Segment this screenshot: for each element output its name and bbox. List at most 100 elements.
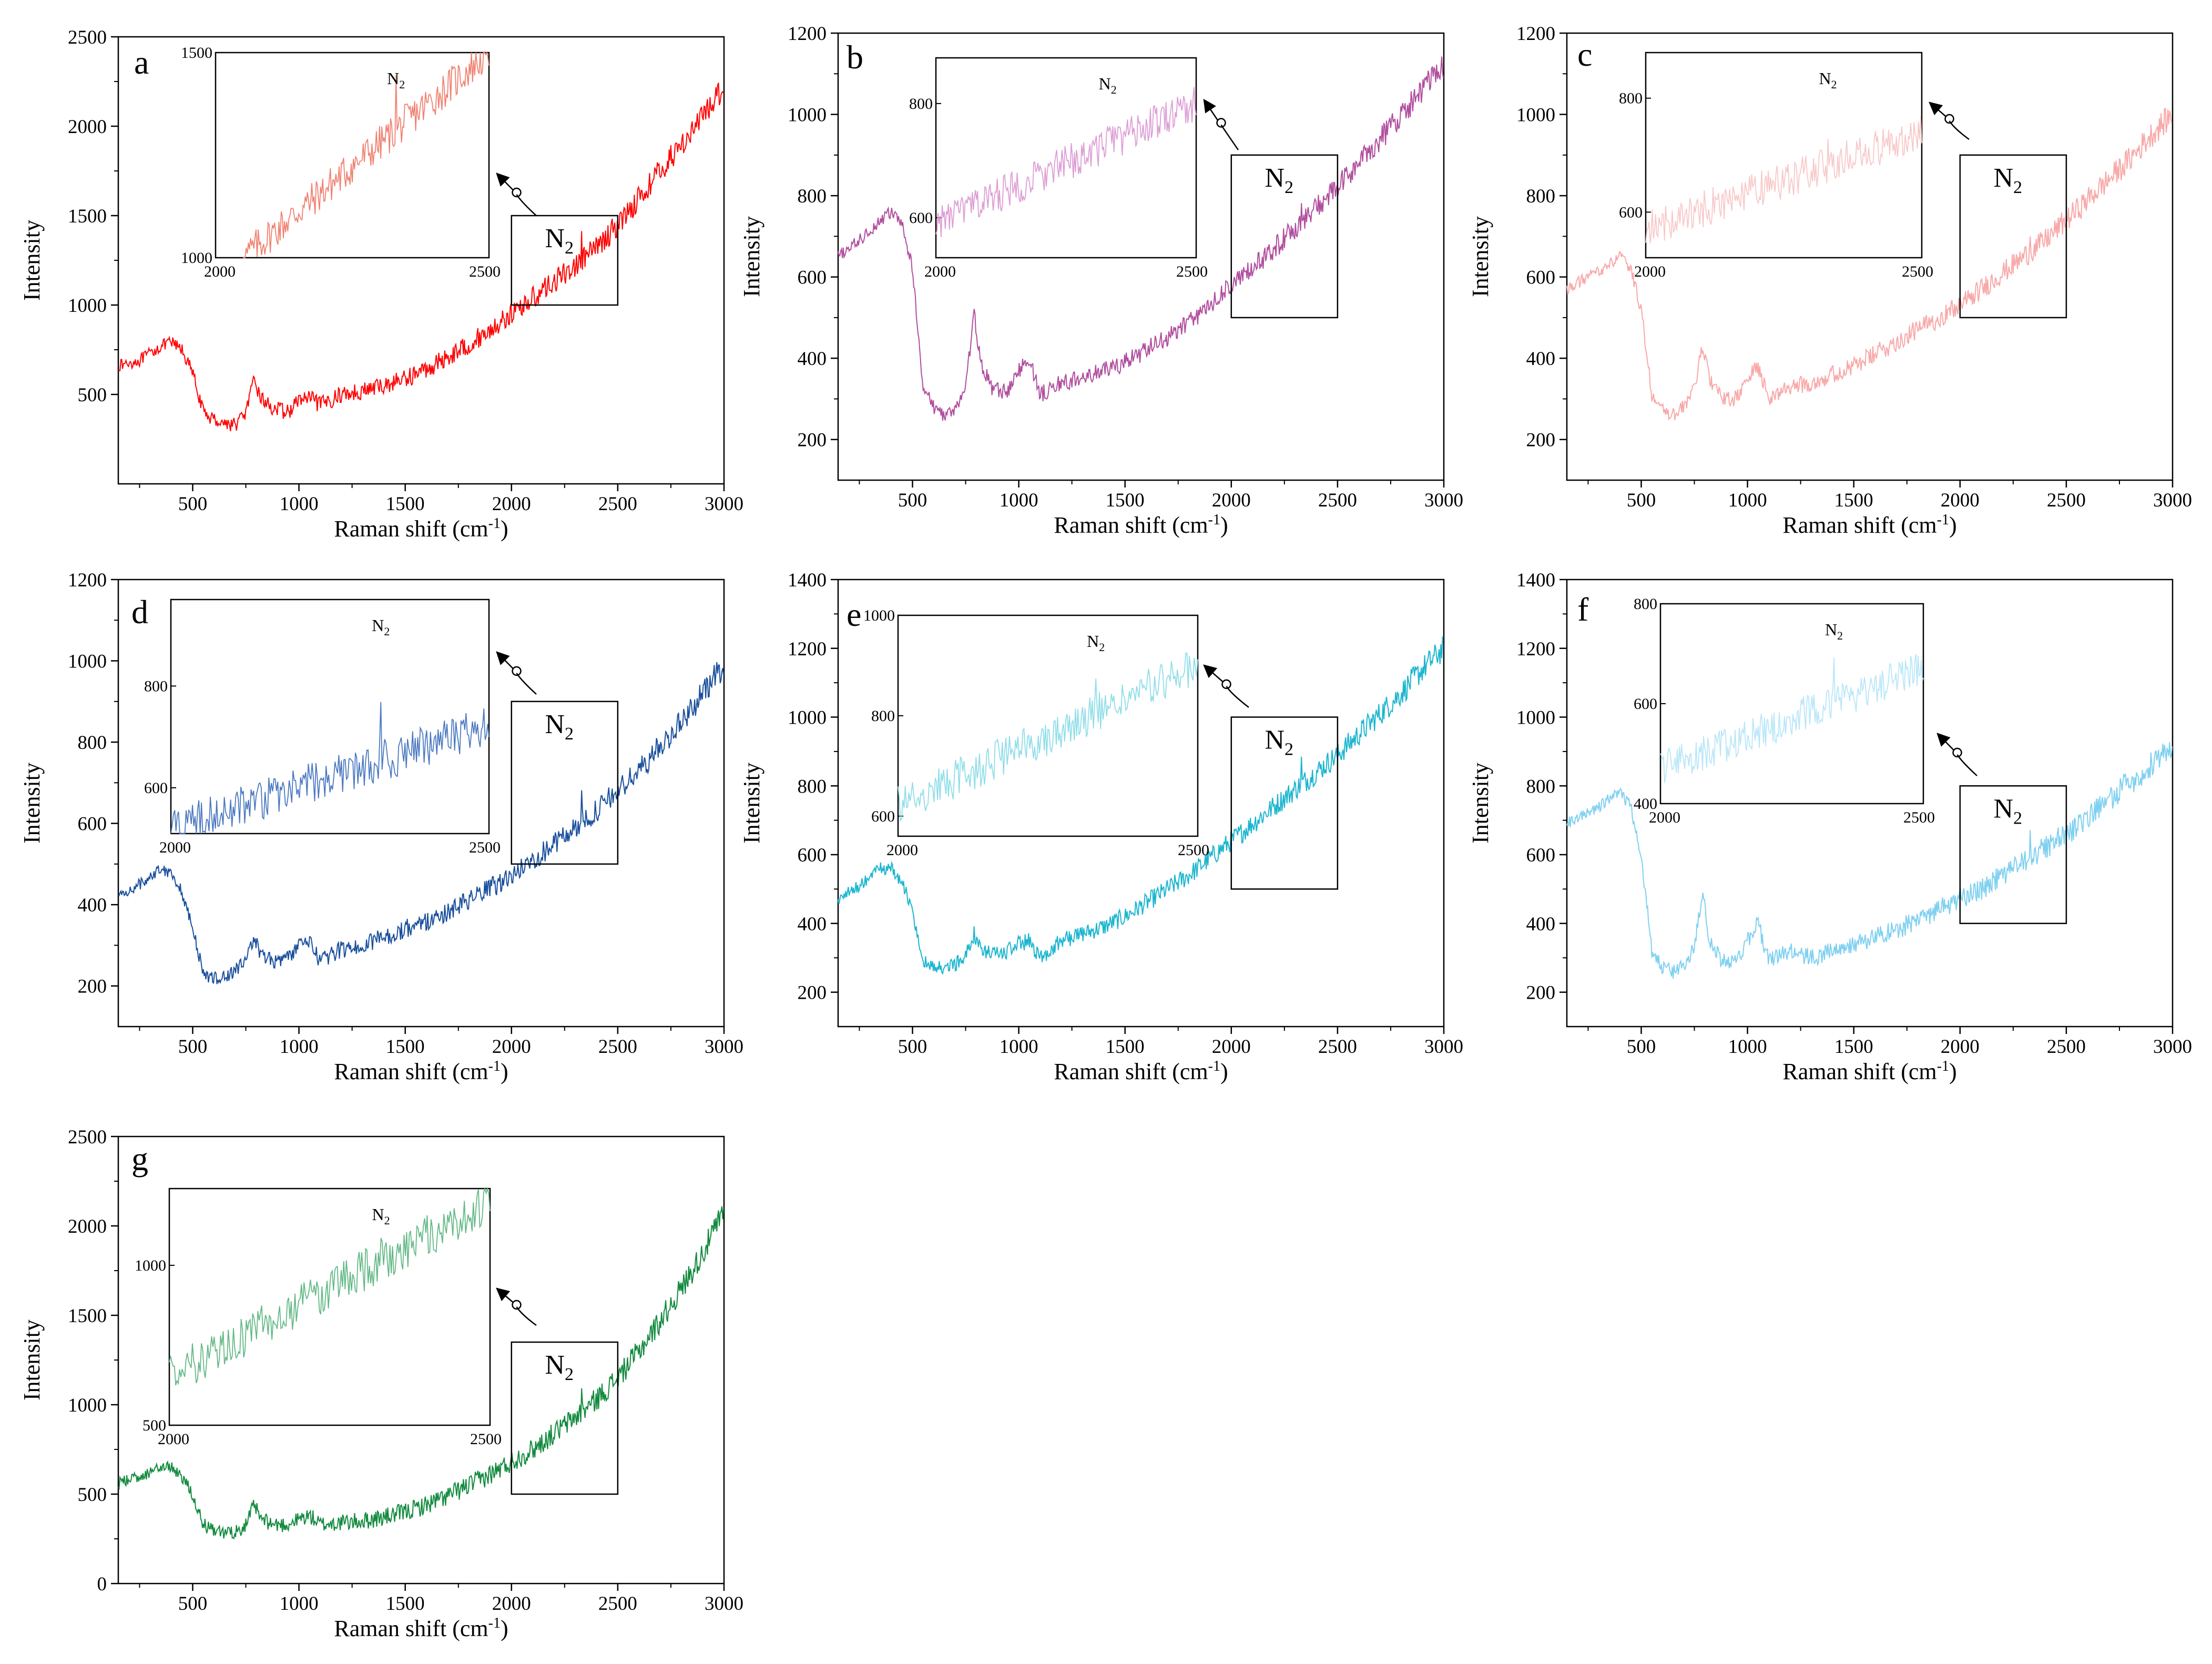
x-tick-label: 2000: [1941, 490, 1980, 511]
n2-box-label: N2: [545, 709, 574, 744]
y-tick-label: 200: [798, 982, 827, 1004]
panel-a: 500 1000 1500 2000 2500 3000 500 1000 1500 2000 25…: [19, 27, 743, 542]
plot-frame: [117, 579, 725, 1028]
inset-x-tick-label: 2500: [1902, 263, 1933, 280]
x-tick-label: 1000: [280, 1593, 319, 1615]
x-tick-label: 500: [178, 1036, 208, 1058]
x-tick-label: 3000: [1424, 490, 1463, 511]
callout-arrow-loop: [512, 187, 522, 198]
inset-frame: [170, 598, 490, 835]
y-tick-label: 1000: [788, 707, 827, 729]
y-tick-label: 500: [78, 1484, 107, 1506]
inset-y-tick-label: 600: [871, 808, 895, 825]
inset-x-tick-label: 2500: [469, 263, 501, 280]
y-tick-label: 1200: [788, 23, 827, 45]
callout-arrow-loop: [1216, 118, 1226, 128]
panel-b: 500 1000 1500 2000 2500 3000 200 400 600 800 1000 1…: [739, 23, 1463, 538]
inset-y-tick-label: 1500: [181, 44, 212, 62]
spectrum-line: [118, 662, 725, 985]
x-tick-label: 1000: [1728, 1036, 1767, 1058]
y-tick-label: 1500: [68, 1305, 107, 1327]
inset-frame: [935, 57, 1197, 259]
inset-x-tick-label: 2500: [469, 839, 501, 856]
inset-spectrum-line: [898, 652, 1198, 822]
panel-letter: c: [1577, 36, 1592, 73]
inset-y-tick-label: 600: [909, 209, 933, 227]
inset-y-tick-label: 800: [1634, 595, 1657, 613]
inset-frame: [215, 52, 490, 259]
y-tick-label: 1200: [788, 638, 827, 660]
y-tick-label: 2000: [68, 1216, 107, 1237]
n2-box-label: N2: [545, 1350, 574, 1384]
inset-n2-label: N2: [372, 616, 390, 638]
inset-frame: [897, 614, 1199, 837]
panel-letter: d: [131, 593, 148, 631]
inset-spectrum-line: [1645, 116, 1922, 243]
inset-y-tick-label: 800: [1619, 90, 1643, 107]
callout-arrow-tail: [516, 1306, 537, 1326]
callout-arrow-tail: [1956, 754, 1977, 776]
callout-arrow-loop: [1944, 114, 1954, 124]
callout-arrow-loop: [512, 1300, 522, 1310]
x-tick-label: 1500: [386, 1593, 425, 1615]
x-tick-label: 2500: [1318, 1036, 1357, 1058]
callout-arrow-loop: [1221, 679, 1231, 689]
x-tick-label: 3000: [705, 1593, 743, 1615]
inset-n2-label: N2: [1099, 74, 1117, 96]
y-axis-label: Intensity: [19, 763, 45, 844]
y-tick-label: 600: [798, 267, 827, 289]
x-tick-label: 2000: [492, 1036, 531, 1058]
inset-spectrum-line: [170, 702, 490, 834]
y-tick-label: 2500: [68, 1127, 107, 1148]
y-tick-label: 600: [78, 814, 107, 835]
inset-x-tick-label: 2000: [158, 1430, 189, 1448]
zoom-box: [511, 215, 619, 306]
panels-group: 500 1000 1500 2000 2500 300050010001500200025…: [19, 23, 2192, 1641]
y-tick-label: 500: [78, 384, 107, 406]
y-tick-label: 200: [798, 430, 827, 451]
x-tick-label: 2500: [2047, 490, 2086, 511]
y-tick-label: 600: [1526, 845, 1556, 866]
y-axis-label: Intensity: [19, 1320, 45, 1401]
panel-e: 500 1000 1500 2000 2500 3000 200 400 600 800 1000 1…: [739, 570, 1463, 1084]
y-tick-label: 800: [1526, 776, 1556, 797]
x-tick-label: 2000: [1212, 490, 1251, 511]
x-tick-label: 2000: [492, 493, 531, 515]
x-tick-label: 500: [1627, 1036, 1656, 1058]
x-tick-label: 1500: [1106, 490, 1145, 511]
inset-spectrum-line: [169, 1186, 491, 1386]
inset-spectrum-line: [243, 51, 490, 258]
callout-arrow-head: [496, 173, 514, 191]
y-tick-label: 1000: [68, 295, 107, 317]
spectrum-line: [838, 56, 1444, 421]
inset-x-tick-label: 2000: [1634, 263, 1666, 280]
callout-arrow-head: [1929, 102, 1947, 117]
inset-frame: [1645, 52, 1923, 259]
x-axis-label: Raman shift (cm-1): [334, 1615, 508, 1641]
y-tick-label: 0: [97, 1574, 107, 1595]
y-tick-label: 1200: [1516, 23, 1555, 45]
spectrum-line: [1566, 108, 2173, 421]
inset-y-tick-label: 600: [1619, 204, 1643, 221]
callout-arrow-tail: [1226, 686, 1249, 708]
inset-y-tick-label: 500: [142, 1417, 166, 1434]
callout-arrow-head: [1936, 733, 1955, 751]
zoom-box: [1230, 716, 1339, 890]
x-axis-label: Raman shift (cm-1): [1782, 512, 1956, 538]
x-tick-label: 1000: [280, 1036, 319, 1058]
panel-letter: f: [1577, 591, 1589, 628]
y-axis-label: Intensity: [739, 216, 764, 297]
y-axis-label: Intensity: [1467, 216, 1493, 297]
x-tick-label: 1000: [280, 493, 319, 515]
panel-letter: g: [131, 1140, 148, 1178]
panel-g: 500 1000 1500 2000 2500 3000 0 500 1000 1500 2000 2…: [19, 1127, 743, 1641]
x-tick-label: 1000: [1728, 490, 1767, 511]
x-tick-label: 2500: [598, 493, 637, 515]
x-tick-label: 1500: [386, 493, 425, 515]
y-tick-label: 200: [78, 976, 107, 998]
plot-frame: [837, 579, 1445, 1028]
x-tick-label: 1500: [1106, 1036, 1145, 1058]
x-axis-label: Raman shift (cm-1): [1782, 1058, 1956, 1084]
inset-x-tick-label: 2500: [470, 1430, 502, 1448]
x-tick-label: 500: [1627, 490, 1656, 511]
